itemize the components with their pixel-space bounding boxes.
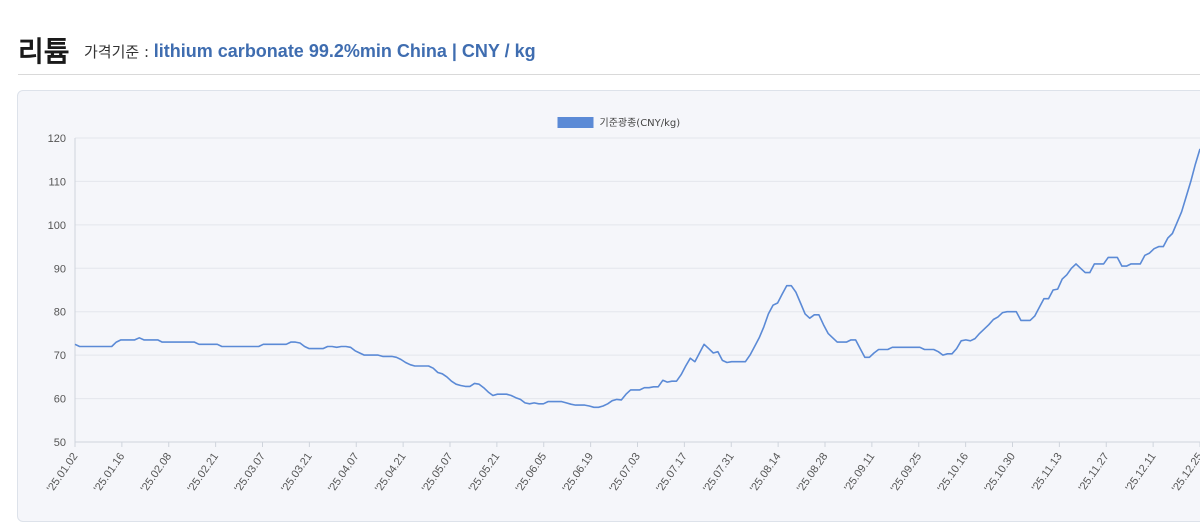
x-tick-label: '25.04.07 [326,451,362,495]
x-tick-label: '25.02.08 [139,451,175,495]
price-basis: 가격기준 : lithium carbonate 99.2%min China … [84,41,536,62]
x-tick-label: '25.03.21 [279,451,315,495]
x-tick-label: '25.06.05 [514,451,550,495]
header: 리튬 가격기준 : lithium carbonate 99.2%min Chi… [18,30,1200,74]
x-tick-label: '25.05.07 [420,451,456,495]
x-tick-label: '25.08.28 [795,451,831,495]
chart-panel: 50 60 70 80 90 100 110 120 '25.01.02'25.01.16'2… [17,90,1200,522]
y-tick-label: 80 [54,307,66,319]
legend[interactable]: 기준광종(CNY/kg) [557,117,681,129]
header-divider [18,74,1200,75]
x-tick-label: '25.10.30 [982,451,1018,495]
x-tick-label: '25.02.21 [185,451,221,495]
x-tick-label: '25.01.16 [92,451,128,495]
legend-label: 기준광종(CNY/kg) [600,117,681,129]
y-tick-label: 100 [48,220,66,232]
y-tick-label: 110 [48,176,66,188]
y-tick-label: 120 [48,133,66,145]
x-tick-label: '25.07.31 [701,451,737,495]
x-tick-label: '25.12.11 [1123,451,1158,494]
x-tick-label: '25.04.21 [373,451,409,495]
x-tick-label: '25.06.19 [560,451,596,495]
grid-lines [75,137,1200,443]
price-basis-value: lithium carbonate 99.2%min China | CNY /… [153,41,536,61]
x-tick-label: '25.03.07 [232,451,268,495]
legend-swatch [557,117,594,128]
x-tick-label: '25.07.03 [607,451,643,495]
y-tick-label: 60 [54,394,66,406]
series-group [74,148,1200,409]
series-line [74,148,1200,409]
x-tick-label: '25.01.02 [45,451,81,495]
y-tick-label: 90 [54,263,66,275]
x-tick-label: '25.11.13 [1030,451,1065,494]
x-tick-label: '25.07.17 [654,451,690,495]
x-tick-label: '25.05.21 [467,451,503,495]
x-tick-label: '25.12.25 [1170,451,1200,495]
x-tick-label: '25.08.14 [748,451,784,495]
y-tick-label: 70 [54,350,66,362]
y-tick-label: 50 [54,437,66,449]
x-tick-label: '25.11.27 [1077,451,1112,494]
x-tick-label: '25.09.25 [889,451,925,495]
x-tick-label: '25.10.16 [935,451,971,495]
page-title: 리튬 [18,35,70,68]
y-axis: 50 60 70 80 90 100 110 120 [48,133,76,449]
price-basis-label: 가격기준 : [84,43,154,61]
x-axis: '25.01.02 '25.01.16 '25.02.08 '25.02.21 '25.… [45,441,1200,495]
x-tick-label: '25.09.11 [842,451,877,494]
